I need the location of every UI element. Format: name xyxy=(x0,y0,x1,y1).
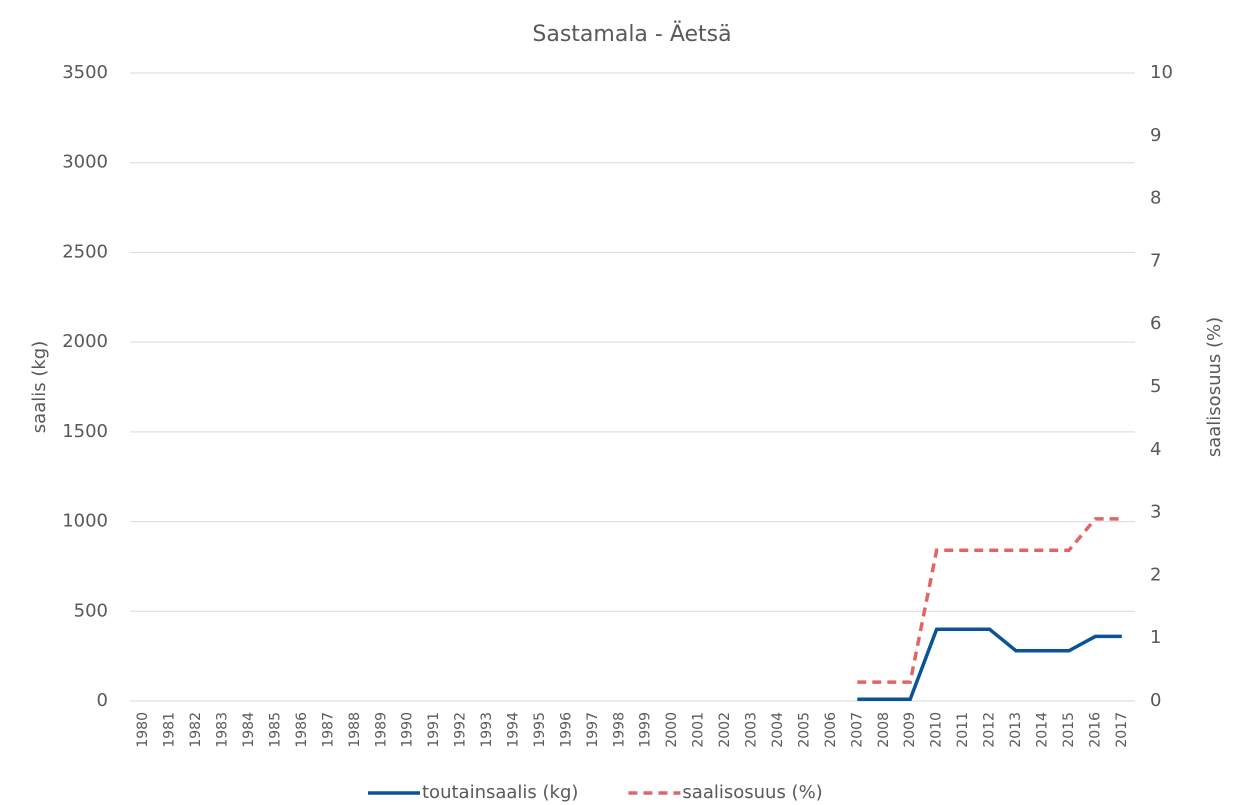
x-tick-label: 2008 xyxy=(876,712,892,748)
x-tick-label: 2003 xyxy=(744,712,760,748)
x-tick-label: 2011 xyxy=(955,712,971,748)
x-tick-label: 1986 xyxy=(294,712,310,748)
y2-tick-label: 4 xyxy=(1150,439,1161,460)
x-tick-label: 1991 xyxy=(426,712,442,748)
y2-tick-label: 9 xyxy=(1150,125,1161,146)
y2-tick-label: 5 xyxy=(1150,376,1161,397)
y-tick-label: 3500 xyxy=(62,62,108,83)
x-tick-label: 1997 xyxy=(585,712,601,748)
x-tick-label: 1999 xyxy=(638,712,654,748)
x-tick-label: 1996 xyxy=(558,712,574,748)
x-tick-label: 2017 xyxy=(1114,712,1130,748)
x-tick-label: 2010 xyxy=(929,712,945,748)
x-tick-label: 1988 xyxy=(347,712,363,748)
y-tick-label: 1500 xyxy=(62,421,108,442)
x-tick-label: 1998 xyxy=(611,712,627,748)
x-tick-label: 2009 xyxy=(902,712,918,748)
y2-tick-label: 3 xyxy=(1150,502,1161,523)
chart-title: Sastamala - Äetsä xyxy=(532,21,731,47)
y2-tick-label: 8 xyxy=(1150,188,1161,209)
x-tick-label: 1980 xyxy=(135,712,151,748)
x-tick-label: 1989 xyxy=(373,712,389,748)
x-tick-label: 1985 xyxy=(267,712,283,748)
x-tick-label: 2002 xyxy=(717,712,733,748)
legend-label: saalisosuus (%) xyxy=(682,782,822,803)
y2-tick-label: 10 xyxy=(1150,62,1173,83)
y-axis-label: saalis (kg) xyxy=(29,341,50,433)
x-tick-label: 1982 xyxy=(188,712,204,748)
y2-tick-label: 0 xyxy=(1150,690,1161,711)
x-tick-label: 1981 xyxy=(162,712,178,748)
x-tick-label: 2001 xyxy=(691,712,707,748)
x-tick-label: 1995 xyxy=(532,712,548,748)
x-tick-label: 2006 xyxy=(823,712,839,748)
y-tick-label: 1000 xyxy=(62,511,108,532)
y2-tick-label: 6 xyxy=(1150,313,1161,334)
x-tick-label: 1987 xyxy=(320,712,336,748)
y2-tick-label: 2 xyxy=(1150,564,1161,585)
y2-axis-label: saalisosuus (%) xyxy=(1204,317,1225,457)
x-tick-label: 1983 xyxy=(215,712,231,748)
x-tick-label: 2007 xyxy=(849,712,865,748)
y2-tick-label: 1 xyxy=(1150,627,1161,648)
series-line xyxy=(857,627,1122,701)
x-tick-label: 1984 xyxy=(241,712,257,748)
y-tick-label: 500 xyxy=(74,600,108,621)
x-tick-label: 2005 xyxy=(796,712,812,748)
legend-label: toutainsaalis (kg) xyxy=(422,782,578,803)
x-tick-label: 2013 xyxy=(1008,712,1024,748)
x-tick-label: 2004 xyxy=(770,712,786,748)
series-line xyxy=(857,517,1122,684)
x-tick-label: 1992 xyxy=(453,712,469,748)
x-tick-label: 1993 xyxy=(479,712,495,748)
y2-tick-label: 7 xyxy=(1150,250,1161,271)
x-tick-label: 1990 xyxy=(400,712,416,748)
x-tick-label: 2012 xyxy=(982,712,998,748)
x-tick-label: 2014 xyxy=(1034,712,1050,748)
x-tick-label: 1994 xyxy=(505,712,521,748)
y-tick-label: 2500 xyxy=(62,241,108,262)
x-tick-label: 2015 xyxy=(1061,712,1077,748)
x-tick-label: 2000 xyxy=(664,712,680,748)
y-tick-label: 0 xyxy=(97,690,108,711)
y-tick-label: 3000 xyxy=(62,152,108,173)
y-tick-label: 2000 xyxy=(62,331,108,352)
x-tick-label: 2016 xyxy=(1087,712,1103,748)
